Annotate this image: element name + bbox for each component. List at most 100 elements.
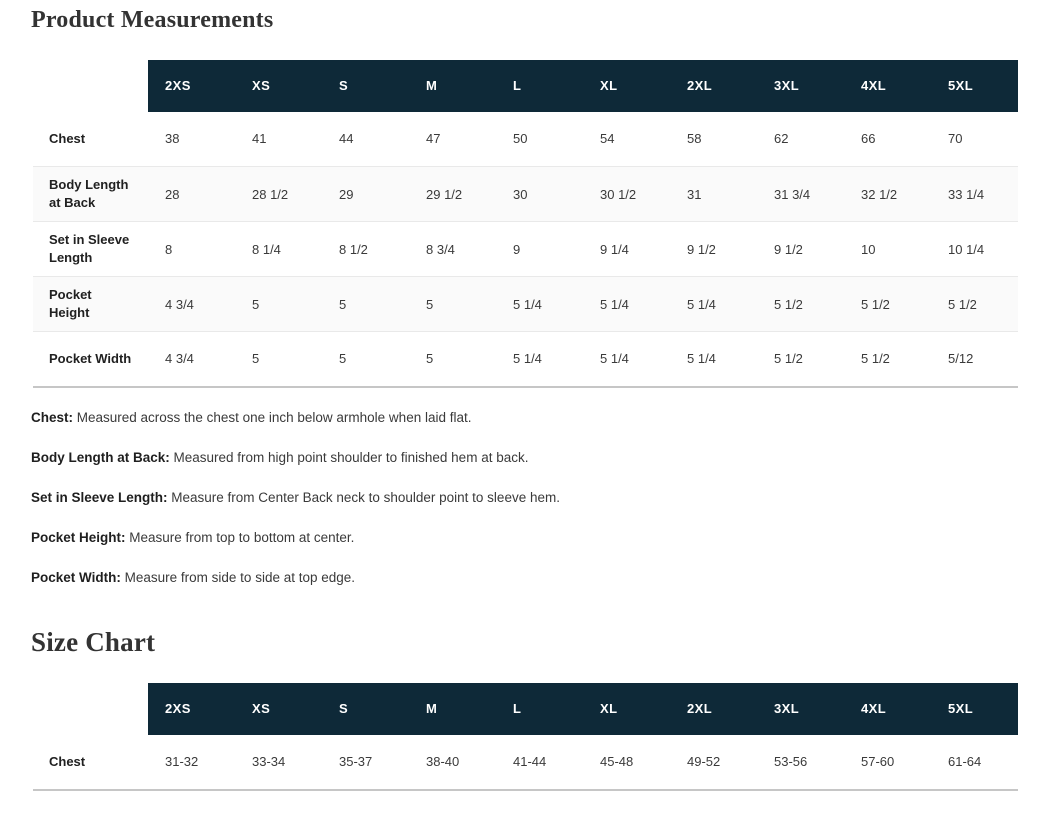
measurement-value: 31 (687, 186, 702, 202)
size-column-header: M (409, 682, 496, 735)
table-row: Set in Sleeve Length 8 8 1/4 8 1/2 8 3/4 9 9 1… (33, 222, 1018, 277)
measurement-value: 5 1/4 (600, 296, 629, 312)
measurement-value: 32 1/2 (861, 186, 898, 202)
measurement-value: 50 (513, 131, 528, 147)
size-column-header: XL (583, 682, 670, 735)
measurement-value: 30 1/2 (600, 186, 637, 202)
measurement-value: 5 1/2 (948, 296, 977, 312)
size-column-header: 4XL (844, 682, 931, 735)
measurement-value: 5 1/2 (861, 351, 890, 367)
measurement-value: 5 (252, 296, 260, 312)
size-column-header: 5XL (931, 59, 1018, 112)
measurement-value: 70 (948, 131, 963, 147)
measurement-value: 9 1/4 (600, 241, 629, 257)
measurement-notes: Chest: Measured across the chest one inc… (31, 409, 1018, 588)
measurement-value: 28 1/2 (252, 186, 289, 202)
size-header-row: 2XS XS S M L XL 2XL 3XL 4XL 5XL (33, 59, 1018, 112)
measurement-value: 5 1/2 (774, 296, 803, 312)
measurement-value: 49-52 (687, 754, 721, 770)
measurement-value: 54 (600, 131, 615, 147)
measurement-value: 5 (252, 351, 260, 367)
measurement-value: 5 1/4 (600, 351, 629, 367)
note-text: Measure from Center Back neck to shoulde… (167, 490, 560, 506)
measurement-value: 4 3/4 (165, 296, 194, 312)
size-column-header: XS (235, 682, 322, 735)
size-column-header: 2XL (670, 59, 757, 112)
measurement-value: 31 3/4 (774, 186, 811, 202)
measurement-note: Pocket Width: Measure from side to side … (31, 569, 1018, 587)
size-column-header: M (409, 59, 496, 112)
measurement-note: Body Length at Back: Measured from high … (31, 449, 1018, 467)
size-column-header: 2XS (148, 59, 235, 112)
measurement-value: 5 (339, 351, 347, 367)
measurement-value: 45-48 (600, 754, 634, 770)
size-column-header: 2XS (148, 682, 235, 735)
size-column-header: XS (235, 59, 322, 112)
note-text: Measure from top to bottom at center. (125, 530, 355, 546)
table-row: Chest 38 41 44 47 50 54 58 62 66 70 (33, 112, 1018, 167)
measurement-value: 5 1/4 (687, 296, 716, 312)
measurement-value: 5 (426, 296, 434, 312)
measurement-value: 28 (165, 186, 180, 202)
table-row: Body Length at Back 28 28 1/2 29 29 1/2 30 30 … (33, 166, 1018, 222)
table-corner-cell (33, 59, 148, 112)
size-column-header: 3XL (757, 59, 844, 112)
measurement-value: 38-40 (426, 754, 460, 770)
note-text: Measured across the chest one inch below… (73, 409, 472, 425)
row-label: Chest (49, 130, 86, 146)
measurement-value: 8 (165, 241, 173, 257)
measurement-value: 9 (513, 241, 521, 257)
note-label: Pocket Width: (31, 570, 121, 586)
table-row: Pocket Height 4 3/4 5 5 5 5 1/4 5 1/4 5 1/4 5 1/… (33, 276, 1018, 332)
note-text: Measured from high point shoulder to fin… (169, 449, 529, 465)
row-label: Pocket Height (49, 287, 92, 321)
size-column-header: 3XL (757, 682, 844, 735)
measurement-note: Chest: Measured across the chest one inc… (31, 409, 1018, 427)
size-column-header: S (322, 59, 409, 112)
row-label: Set in Sleeve Length (49, 232, 130, 266)
size-column-header: S (322, 682, 409, 735)
measurement-value: 33-34 (252, 754, 286, 770)
measurement-value: 5 1/2 (861, 296, 890, 312)
note-text: Measure from side to side at top edge. (120, 570, 356, 586)
measurement-value: 41 (252, 131, 267, 147)
measurement-value: 58 (687, 131, 702, 147)
measurement-value: 10 (861, 241, 876, 257)
measurement-value: 31-32 (165, 754, 199, 770)
measurement-value: 5 1/4 (513, 351, 542, 367)
row-label: Pocket Width (49, 350, 132, 366)
measurement-value: 4 3/4 (165, 351, 194, 367)
measurement-value: 62 (774, 131, 789, 147)
measurement-note: Set in Sleeve Length: Measure from Cente… (31, 489, 1018, 507)
measurement-value: 33 1/4 (948, 186, 985, 202)
note-label: Pocket Height: (31, 530, 126, 546)
note-label: Set in Sleeve Length: (31, 490, 168, 506)
measurement-value: 8 1/2 (339, 241, 368, 257)
measurement-value: 5 1/2 (774, 351, 803, 367)
size-column-header: XL (583, 59, 670, 112)
measurement-value: 41-44 (513, 754, 547, 770)
measurement-value: 38 (165, 131, 180, 147)
table-row: Chest 31-32 33-34 35-37 38-40 41-44 45-48 49-52… (33, 735, 1018, 790)
measurement-value: 29 (339, 186, 354, 202)
measurement-note: Pocket Height: Measure from top to botto… (31, 529, 1018, 547)
size-column-header: 4XL (844, 59, 931, 112)
size-column-header: L (496, 59, 583, 112)
measurement-value: 8 3/4 (426, 241, 455, 257)
size-column-header: 2XL (670, 682, 757, 735)
row-label: Body Length at Back (49, 177, 129, 211)
measurement-value: 30 (513, 186, 528, 202)
size-chart-title: Size Chart (31, 626, 156, 657)
measurement-value: 8 1/4 (252, 241, 281, 257)
size-chart-table: 2XS XS S M L XL 2XL 3XL 4XL 5XL Chest 31-32 33-34 35… (33, 682, 1018, 791)
measurement-value: 9 1/2 (774, 241, 803, 257)
measurement-value: 5 (339, 296, 347, 312)
note-label: Chest: (31, 409, 74, 425)
measurement-value: 47 (426, 131, 441, 147)
measurement-value: 53-56 (774, 754, 808, 770)
measurement-value: 57-60 (861, 754, 895, 770)
size-column-header: 5XL (931, 682, 1018, 735)
measurement-value: 44 (339, 131, 354, 147)
note-label: Body Length at Back: (31, 449, 170, 465)
measurement-value: 9 1/2 (687, 241, 716, 257)
